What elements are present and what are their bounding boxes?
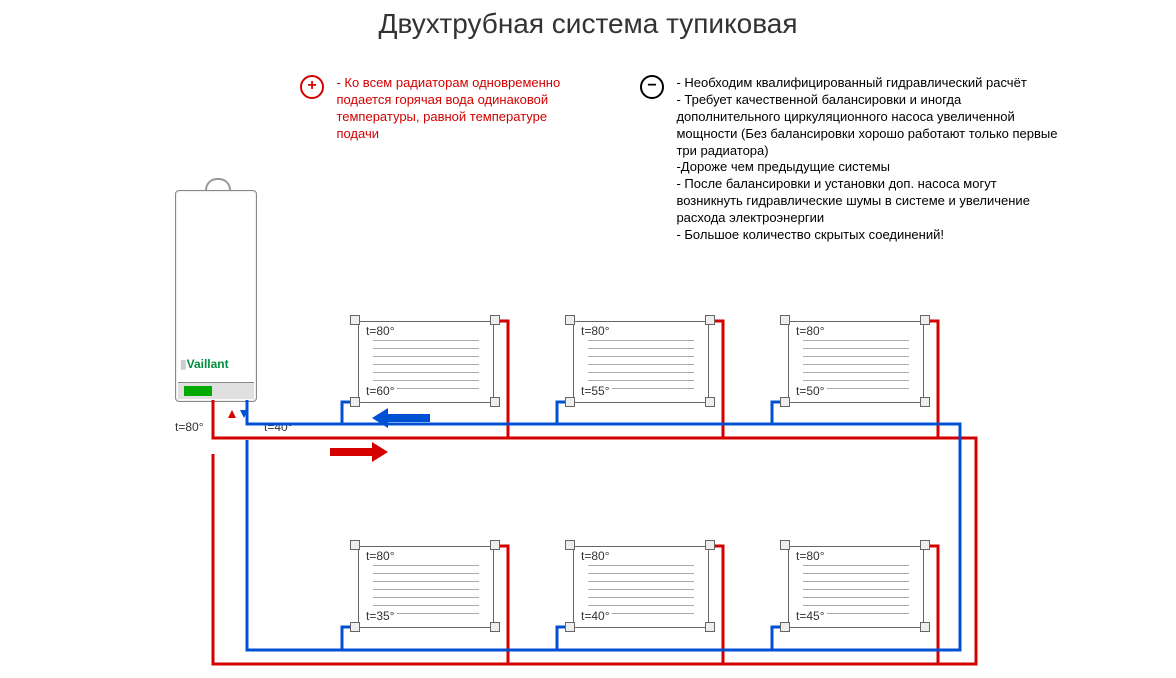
cons-text: - Необходим квалифицированный гидравличе… [676,75,1066,244]
cons-line: -Дороже чем предыдущие системы [676,159,1066,176]
radiator-temp-out: t=50° [794,384,827,398]
boiler-temp-in-label: t=40° [264,420,293,434]
radiator-1: t=80° t=60° [350,315,500,410]
pros-text: - Ко всем радиаторам одновременно подает… [336,75,586,143]
minus-icon: − [640,75,664,99]
radiator-5: t=80° t=40° [565,540,715,635]
radiator-temp-in: t=80° [364,324,397,338]
page-title: Двухтрубная система тупиковая [0,8,1176,40]
radiator-6: t=80° t=45° [780,540,930,635]
radiator-temp-in: t=80° [364,549,397,563]
radiator-temp-in: t=80° [579,324,612,338]
pros-block: + - Ко всем радиаторам одновременно пода… [300,75,590,143]
radiator-temp-out: t=60° [364,384,397,398]
radiator-temp-out: t=40° [579,609,612,623]
radiator-3: t=80° t=50° [780,315,930,410]
cons-block: − - Необходим квалифицированный гидравли… [640,75,1070,244]
boiler: ▮Vaillant [175,190,255,420]
radiator-temp-in: t=80° [794,549,827,563]
boiler-body: ▮Vaillant [175,190,257,402]
radiator-2: t=80° t=55° [565,315,715,410]
cons-line: - Большое количество скрытых соединений! [676,227,1066,244]
radiator-temp-in: t=80° [794,324,827,338]
cons-line: - Необходим квалифицированный гидравличе… [676,75,1066,92]
plus-icon: + [300,75,324,99]
cons-line: - После балансировки и установки доп. на… [676,176,1066,227]
boiler-panel [178,382,254,399]
radiator-temp-out: t=35° [364,609,397,623]
radiator-temp-in: t=80° [579,549,612,563]
cons-line: - Требует качественной балансировки и ин… [676,92,1066,160]
radiator-temp-out: t=45° [794,609,827,623]
boiler-logo: ▮Vaillant [180,357,229,371]
radiator-temp-out: t=55° [579,384,612,398]
radiator-4: t=80° t=35° [350,540,500,635]
boiler-temp-out-label: t=80° [175,420,204,434]
